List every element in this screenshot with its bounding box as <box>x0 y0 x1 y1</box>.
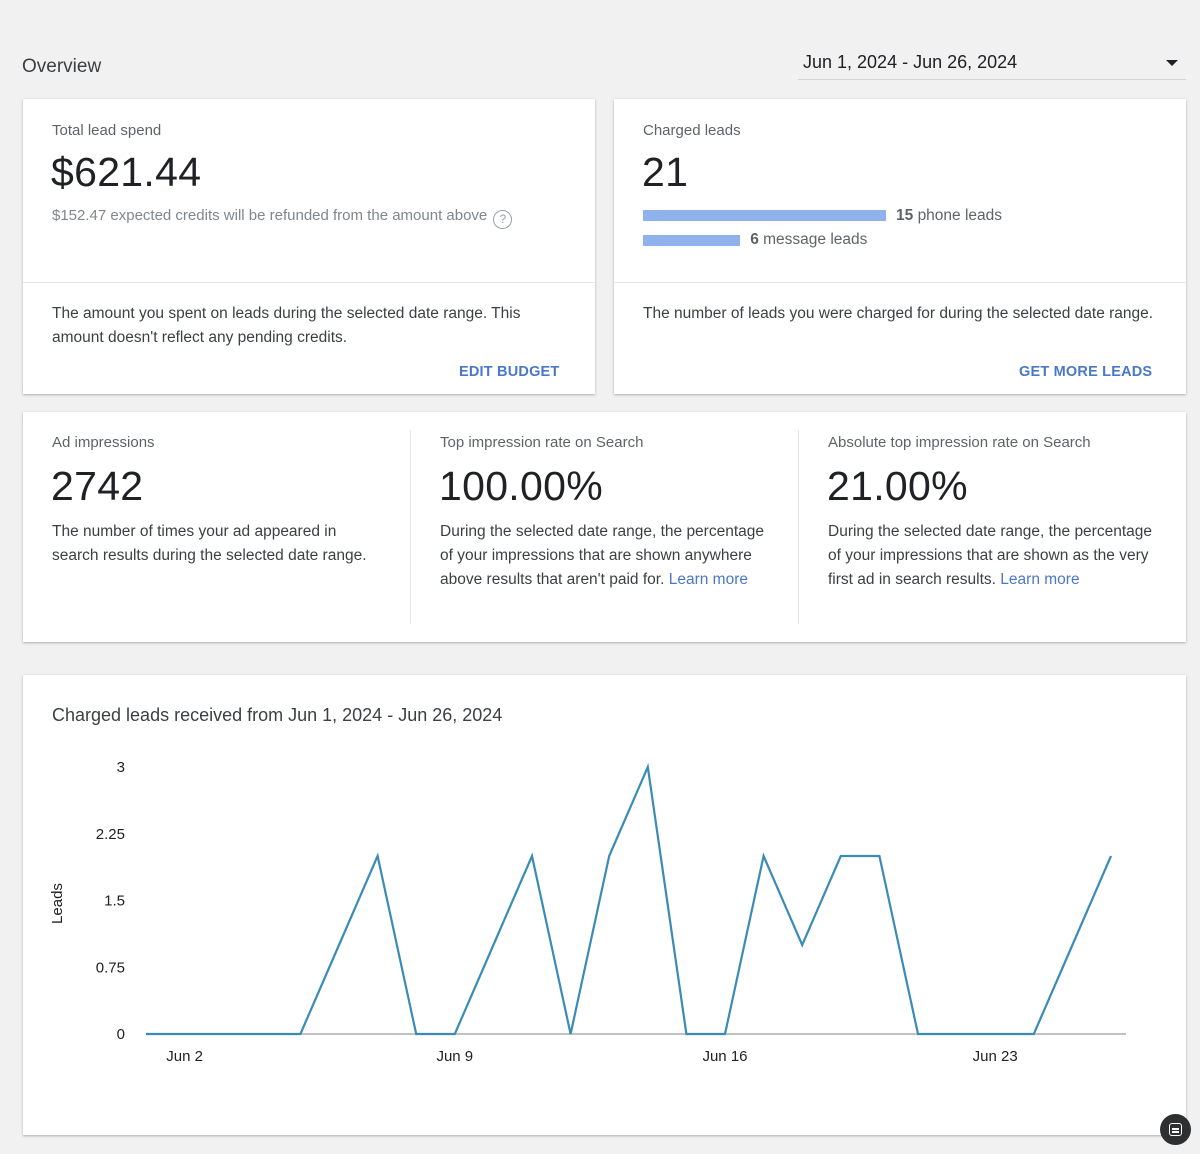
data-point[interactable]: Jun 4: 0 <box>256 1028 268 1040</box>
impressions-card: Ad impressions 2742 The number of times … <box>23 412 1186 642</box>
edit-budget-button[interactable]: EDIT BUDGET <box>459 364 560 380</box>
phone-leads-count: 15 <box>896 207 914 224</box>
lead-spend-label: Total lead spend <box>52 122 162 139</box>
capture-line-icon <box>1172 1131 1179 1133</box>
lead-spend-value: $621.44 <box>51 149 202 195</box>
message-leads-bar <box>643 235 741 246</box>
data-point[interactable]: Jun 22: 0 <box>951 1028 963 1040</box>
message-leads-label: message leads <box>763 231 868 248</box>
top-impression-description-text: During the selected date range, the perc… <box>440 523 765 588</box>
y-tick-label: 0.75 <box>96 959 125 976</box>
date-range-text: Jun 1, 2024 - Jun 26, 2024 <box>803 52 1018 72</box>
data-point[interactable]: Jun 16: 0 <box>719 1028 731 1040</box>
data-point[interactable]: Jun 25: 1 <box>1066 939 1078 951</box>
data-point[interactable]: Jun 6: 1 <box>333 939 345 951</box>
credits-note: $152.47 expected credits will be refunde… <box>52 207 513 229</box>
card-divider <box>23 282 595 283</box>
leads-series-line <box>146 763 1113 1036</box>
data-point[interactable]: Jun 1: 0 <box>140 1028 152 1040</box>
data-point[interactable]: Jun 15: 0 <box>680 1028 692 1040</box>
card-divider <box>614 282 1186 283</box>
ad-impressions-description: The number of times your ad appeared in … <box>52 523 367 564</box>
data-point[interactable]: Jun 23: 0 <box>989 1028 1001 1040</box>
column-divider <box>410 430 411 624</box>
x-tick-label: Jun 9 <box>436 1048 473 1065</box>
data-point[interactable]: Jun 8: 0 <box>410 1028 422 1040</box>
data-point[interactable]: Jun 9: 0 <box>449 1028 461 1040</box>
leads-chart-card: Charged leads received from Jun 1, 2024 … <box>23 675 1186 1135</box>
data-point[interactable]: Jun 10: 1 <box>487 939 499 951</box>
abs-top-impression-description-text: During the selected date range, the perc… <box>828 523 1153 588</box>
y-tick-label: 1.5 <box>104 893 125 910</box>
abs-top-impression-value: 21.00% <box>827 463 968 509</box>
column-divider <box>798 430 799 624</box>
learn-more-link[interactable]: Learn more <box>668 571 748 588</box>
learn-more-link[interactable]: Learn more <box>1000 571 1080 588</box>
charged-leads-label: Charged leads <box>643 122 741 139</box>
message-leads-count: 6 <box>750 231 759 248</box>
overview-title: Overview <box>22 56 102 77</box>
lead-spend-description: The amount you spent on leads during the… <box>52 305 521 346</box>
data-point[interactable]: Jun 21: 0 <box>912 1028 924 1040</box>
ad-impressions-label: Ad impressions <box>52 434 155 451</box>
x-tick-label: Jun 16 <box>702 1048 747 1065</box>
data-point[interactable]: Jun 13: 2 <box>603 850 615 862</box>
phone-leads-label: phone leads <box>917 207 1003 224</box>
data-point[interactable]: Jun 11: 2 <box>526 850 538 862</box>
data-point[interactable]: Jun 20: 2 <box>873 850 885 862</box>
chart-title: Charged leads received from Jun 1, 2024 … <box>52 705 503 725</box>
dropdown-caret-icon[interactable] <box>1166 60 1178 66</box>
message-leads-text: 6 message leads <box>750 231 867 249</box>
data-point[interactable]: Jun 7: 2 <box>372 850 384 862</box>
data-point[interactable]: Jun 17: 2 <box>758 850 770 862</box>
x-tick-label: Jun 23 <box>973 1048 1018 1065</box>
x-tick-label: Jun 2 <box>166 1048 203 1065</box>
credits-note-text: $152.47 expected credits will be refunde… <box>52 207 488 224</box>
y-tick-label: 3 <box>117 759 125 776</box>
charged-leads-card: Charged leads 21 15 phone leads 6 messag… <box>614 99 1186 394</box>
get-more-leads-button[interactable]: GET MORE LEADS <box>1019 364 1153 380</box>
data-point[interactable]: Jun 12: 0 <box>565 1028 577 1040</box>
top-impression-description: During the selected date range, the perc… <box>440 520 775 592</box>
phone-leads-bar <box>643 210 886 221</box>
y-tick-label: 2.25 <box>96 826 125 843</box>
capture-line-icon <box>1172 1128 1179 1130</box>
data-point[interactable]: Jun 5: 0 <box>294 1028 306 1040</box>
abs-top-impression-description: During the selected date range, the perc… <box>828 520 1163 592</box>
abs-top-impression-label: Absolute top impression rate on Search <box>828 434 1091 451</box>
data-point[interactable]: Jun 3: 0 <box>217 1028 229 1040</box>
data-point[interactable]: Jun 26: 2 <box>1105 850 1117 862</box>
data-point[interactable]: Jun 19: 2 <box>835 850 847 862</box>
charged-leads-description: The number of leads you were charged for… <box>643 305 1154 322</box>
top-impression-label: Top impression rate on Search <box>440 434 644 451</box>
y-tick-label: 0 <box>117 1026 125 1043</box>
date-range-picker[interactable]: Jun 1, 2024 - Jun 26, 2024 <box>798 46 1186 80</box>
data-point[interactable]: Jun 14: 3 <box>642 761 654 773</box>
ad-impressions-value: 2742 <box>51 463 144 509</box>
capture-frame-icon <box>1169 1123 1182 1136</box>
data-point[interactable]: Jun 18: 1 <box>796 939 808 951</box>
screen-capture-icon[interactable] <box>1160 1114 1191 1145</box>
data-point[interactable]: Jun 2: 0 <box>179 1028 191 1040</box>
help-icon[interactable]: ? <box>493 210 513 229</box>
charged-leads-value: 21 <box>642 149 689 195</box>
top-impression-value: 100.00% <box>439 463 603 509</box>
phone-leads-text: 15 phone leads <box>896 207 1002 225</box>
lead-spend-card: Total lead spend $621.44 $152.47 expecte… <box>23 99 595 394</box>
data-point[interactable]: Jun 24: 0 <box>1028 1028 1040 1040</box>
leads-line-chart: 0 0.75 1.5 2.25 3 Jun 2 Jun 9 Jun 16 Jun 23 Jun… <box>49 759 1126 1065</box>
y-axis-label: Leads <box>49 883 66 924</box>
